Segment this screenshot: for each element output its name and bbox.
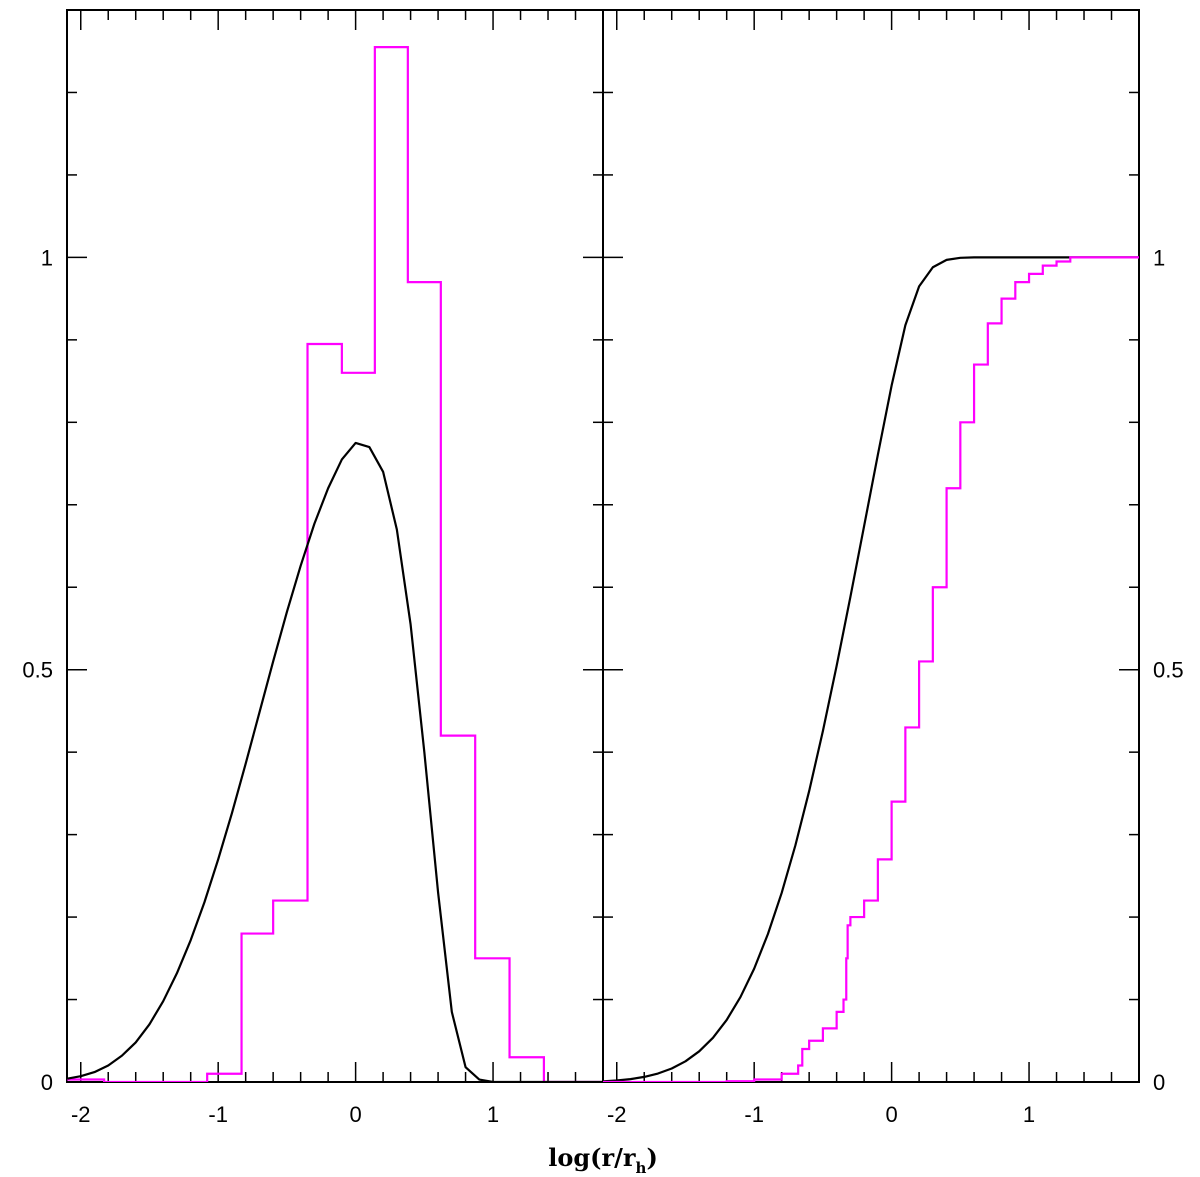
y-tick-label: 0.5 [22,658,53,683]
y-tick-label: 0.5 [1153,658,1184,683]
x-tick-label: -2 [607,1102,627,1127]
x-tick-label: 0 [349,1102,361,1127]
plot-frame [66,9,604,1083]
x-tick-label: 1 [487,1102,499,1127]
model-curve-series [603,256,1139,1082]
plot-frame [602,9,1140,1083]
x-tick-label: -2 [71,1102,91,1127]
right-panel: -2 -1 0 1 0 0.5 1 [602,9,1184,1127]
x-tick-label: 1 [1023,1102,1035,1127]
y-tick-label: 0 [1153,1070,1165,1095]
y-tick-label: 0 [41,1070,53,1095]
histogram-series [67,46,603,1082]
left-panel: -2 -1 0 1 0 0.5 1 [22,9,604,1127]
x-tick-label: -1 [744,1102,764,1127]
x-axis-label: log(r/rh) [548,1143,658,1177]
y-tick-label: 1 [41,245,53,270]
x-tick-label: 0 [885,1102,897,1127]
x-tick-label: -1 [208,1102,228,1127]
cumulative-step-series [603,256,1139,1082]
model-curve-series [67,441,603,1082]
y-tick-label: 1 [1153,245,1165,270]
